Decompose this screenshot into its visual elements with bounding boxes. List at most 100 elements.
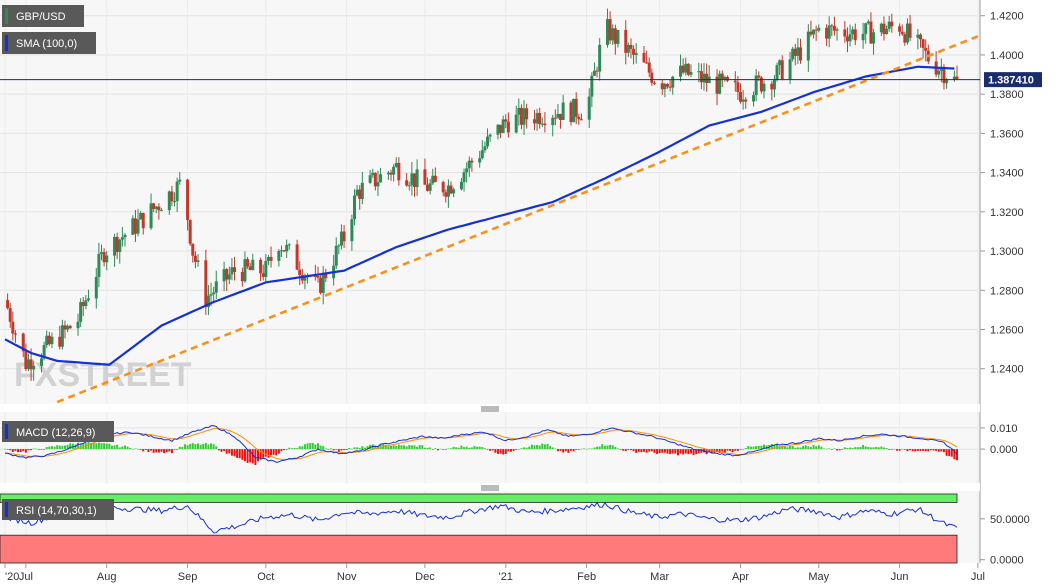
candle-body — [58, 336, 62, 347]
candle-body — [360, 182, 364, 199]
x-tick-label: Aug — [97, 571, 117, 583]
macd-hist-bar — [400, 445, 403, 450]
macd-hist-bar — [896, 449, 899, 451]
candle-body — [885, 28, 889, 35]
macd-hist-bar — [241, 449, 244, 460]
candle-body — [660, 83, 664, 90]
macd-hist-bar — [259, 449, 262, 460]
candle-body — [540, 123, 544, 125]
macd-hist-bar — [92, 442, 95, 450]
macd-hist-bar — [150, 449, 153, 451]
macd-hist-bar — [144, 449, 147, 450]
candle-body — [942, 69, 946, 84]
macd-hist-bar — [455, 447, 458, 450]
macd-hist-bar — [556, 449, 559, 452]
macd-hist-bar — [228, 449, 231, 454]
candle-body — [882, 23, 886, 35]
price-tick-label: 1.2600 — [990, 324, 1024, 336]
macd-hist-bar — [541, 443, 544, 450]
macd-hist-bar — [911, 449, 914, 452]
macd-hist-bar — [181, 446, 184, 450]
macd-hist-bar — [799, 447, 802, 450]
macd-hist-bar — [110, 445, 113, 450]
legend-sma[interactable]: SMA (100,0) — [2, 32, 96, 54]
candle-body — [170, 191, 174, 202]
candle-body — [175, 181, 179, 202]
macd-hist-bar — [314, 444, 317, 450]
macd-hist-bar — [11, 449, 14, 452]
macd-hist-bar — [940, 449, 943, 452]
resize-handle-macd[interactable] — [481, 406, 499, 412]
candle-body — [131, 218, 135, 235]
panel-separator-1 — [0, 404, 980, 412]
legend-rsi[interactable]: RSI (14,70,30,1) — [2, 499, 114, 520]
macd-hist-bar — [4, 448, 6, 450]
macd-hist-bar — [220, 449, 223, 452]
candle-body — [225, 269, 229, 280]
macd-hist-bar — [687, 449, 690, 455]
candle-body — [50, 336, 54, 345]
macd-hist-bar — [37, 449, 40, 450]
macd-hist-bar — [421, 445, 424, 450]
candle-body — [230, 267, 234, 275]
macd-hist-bar — [340, 449, 343, 451]
candlestick-series — [6, 8, 959, 381]
candle-body — [869, 21, 873, 44]
macd-hist-bar — [872, 447, 875, 450]
macd-hist-bar — [348, 447, 351, 450]
macd-hist-bar — [862, 444, 865, 450]
macd-hist-bar — [416, 446, 419, 450]
macd-hist-bar — [773, 444, 776, 450]
candle-body — [32, 365, 36, 370]
macd-hist-bar — [410, 445, 413, 450]
candle-body — [525, 108, 529, 120]
resize-handle-rsi[interactable] — [481, 485, 499, 491]
candle-body — [13, 333, 17, 335]
macd-hist-bar — [794, 447, 797, 450]
candle-body — [905, 23, 909, 43]
macd-hist-bar — [726, 449, 729, 451]
macd-hist-bar — [616, 448, 619, 450]
candle-body — [569, 102, 573, 123]
macd-hist-bar — [674, 449, 677, 454]
macd-hist-bar — [559, 449, 562, 451]
macd-hist-bar — [238, 449, 241, 459]
legend-macd[interactable]: MACD (12,26,9) — [2, 421, 114, 442]
macd-hist-bar — [695, 449, 698, 455]
macd-hist-bar — [481, 447, 484, 450]
macd-hist-bar — [637, 449, 640, 452]
candle-body — [282, 250, 286, 252]
macd-hist-bar — [168, 449, 171, 452]
candle-body — [261, 273, 265, 277]
macd-hist-bar — [635, 449, 638, 453]
candle-body — [149, 203, 153, 229]
candle-body — [898, 26, 902, 32]
candle-body — [772, 79, 776, 90]
candle-body — [298, 269, 302, 276]
macd-hist-bar — [820, 446, 823, 450]
legend-gbpusd[interactable]: GBP/USD — [2, 5, 84, 27]
macd-hist-bar — [457, 447, 460, 450]
macd-hist-bar — [765, 445, 768, 450]
macd-hist-bar — [272, 449, 275, 455]
macd-hist-bar — [525, 447, 528, 450]
candle-body — [788, 59, 792, 80]
candle-body — [665, 83, 669, 87]
macd-hist-bar — [950, 449, 953, 457]
macd-hist-bar — [656, 449, 659, 454]
candle-body — [339, 231, 343, 246]
macd-hist-bar — [123, 445, 126, 450]
macd-hist-bar — [390, 445, 393, 450]
macd-hist-bar — [528, 446, 531, 450]
candle-body — [139, 212, 143, 220]
macd-hist-bar — [689, 449, 692, 454]
candle-body — [733, 80, 737, 83]
candle-body — [720, 73, 724, 80]
macd-tick-label: 0.000 — [990, 444, 1018, 456]
macd-hist-bar — [776, 443, 779, 450]
macd-hist-bar — [30, 449, 33, 451]
candle-body — [775, 65, 779, 80]
candle-body — [624, 29, 628, 53]
candle-body — [94, 277, 98, 299]
candle-body — [159, 210, 163, 212]
